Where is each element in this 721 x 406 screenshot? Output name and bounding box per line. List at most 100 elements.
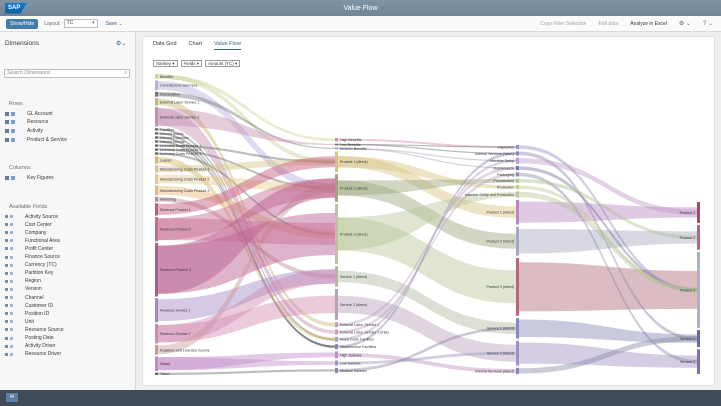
available-field[interactable]: Activity Source	[5, 213, 58, 220]
field-label: Currency (TC)	[25, 262, 57, 269]
layout-select[interactable]: TC	[63, 19, 98, 28]
field-type-icon	[5, 223, 8, 227]
field-label: GL Account	[27, 110, 53, 117]
chat-icon[interactable]: ✉	[6, 393, 18, 402]
row-field[interactable]: Resource	[5, 119, 48, 126]
field-drag-icon[interactable]	[10, 255, 13, 259]
chart-type-select[interactable]: Sankey ▾	[153, 60, 178, 67]
available-field[interactable]: Unit	[5, 318, 34, 325]
sankey-link	[158, 132, 335, 348]
field-drag-icon[interactable]	[10, 279, 13, 283]
field-drag-icon[interactable]	[10, 320, 13, 324]
sankey-node	[516, 226, 519, 256]
sankey-link	[519, 166, 697, 292]
sankey-node-label: Production	[497, 186, 514, 190]
available-field[interactable]: Finance Source	[5, 254, 60, 261]
sankey-link	[519, 201, 697, 223]
available-field[interactable]: Posting Date	[5, 335, 54, 342]
row-field[interactable]: Product & Service	[5, 136, 67, 143]
field-drag-icon[interactable]	[11, 128, 15, 133]
field-drag-icon[interactable]	[10, 231, 13, 235]
tab-value-flow[interactable]: Value Flow	[214, 41, 241, 50]
sankey-node-label: Benefits	[160, 75, 173, 79]
field-drag-icon[interactable]	[10, 344, 13, 348]
field-label: Unit	[25, 318, 34, 325]
show-hide-button[interactable]: Show/Hide	[6, 18, 39, 29]
available-field[interactable]: Customer ID	[5, 302, 53, 309]
available-field[interactable]: Channel	[5, 294, 44, 301]
search-dimensions-input[interactable]: Search Dimensions ⌕	[4, 69, 130, 78]
sankey-link	[158, 74, 335, 141]
field-drag-icon[interactable]	[10, 247, 13, 251]
sankey-node-label: External Labor Service 2 (Flat)	[340, 330, 389, 334]
sankey-node-label: Product 3 (direct)	[486, 285, 514, 289]
measure-select[interactable]: Amount (TC) ▾	[205, 60, 241, 67]
field-drag-icon[interactable]	[10, 215, 13, 218]
available-field[interactable]: Partition Key	[5, 270, 53, 277]
save-button[interactable]: Save ⌄	[105, 20, 123, 27]
available-field[interactable]: Resource Driver	[5, 351, 61, 358]
edit-data-button[interactable]: Edit data	[598, 20, 619, 27]
fields-select[interactable]: Fields ▾	[180, 60, 203, 67]
sankey-node	[516, 367, 519, 374]
sankey-node	[335, 147, 338, 150]
sankey-link	[338, 192, 516, 251]
copy-filter-selection-button[interactable]: Copy Filter Selection	[540, 20, 587, 27]
available-field[interactable]: Resource Source	[5, 326, 64, 333]
field-drag-icon[interactable]	[10, 304, 13, 308]
sankey-link	[338, 147, 516, 169]
available-field[interactable]: Position ID	[5, 310, 49, 317]
help-icon[interactable]: ? ⌄	[702, 21, 713, 27]
tab-chart[interactable]: Chart	[188, 41, 202, 47]
field-drag-icon[interactable]	[10, 239, 13, 243]
field-drag-icon[interactable]	[10, 271, 13, 275]
sankey-node	[155, 98, 158, 106]
sankey-node-label: Interest Expenses	[160, 136, 189, 140]
sankey-link	[338, 352, 516, 373]
field-drag-icon[interactable]	[11, 175, 15, 180]
analyze-in-excel-button[interactable]: Analyze in Excel	[630, 20, 667, 27]
tab-data-grid[interactable]: Data Grid	[153, 41, 177, 47]
sankey-node	[155, 107, 158, 127]
sankey-link	[158, 352, 335, 371]
available-field[interactable]: Profit Center	[5, 245, 53, 252]
sankey-node-label: Revenue Service 1	[160, 309, 190, 313]
sankey-node	[155, 345, 158, 355]
field-drag-icon[interactable]	[10, 336, 13, 340]
field-drag-icon[interactable]	[10, 287, 13, 291]
field-label: Channel	[25, 294, 44, 301]
field-drag-icon[interactable]	[10, 223, 13, 227]
available-field[interactable]: Version	[5, 286, 42, 293]
available-field[interactable]: Functional Area	[5, 237, 60, 244]
available-field[interactable]: Company	[5, 229, 46, 236]
available-field[interactable]: Cost Center	[5, 221, 52, 228]
available-field[interactable]: Activity Driver	[5, 343, 56, 350]
field-drag-icon[interactable]	[11, 111, 15, 116]
field-type-icon	[5, 239, 8, 243]
field-drag-icon[interactable]	[10, 296, 13, 299]
sankey-node-label: Medium Benefits	[340, 147, 367, 151]
sankey-link	[158, 108, 335, 146]
field-drag-icon[interactable]	[10, 263, 13, 267]
field-drag-icon[interactable]	[10, 312, 13, 316]
gear-icon[interactable]: ⚙ ⌄	[678, 21, 691, 27]
sankey-link	[338, 143, 516, 148]
sankey-node-label: Product 2	[680, 236, 695, 240]
sankey-link	[519, 228, 697, 254]
row-field[interactable]: Activity	[5, 127, 43, 134]
row-field[interactable]: GL Account	[5, 110, 53, 117]
field-drag-icon[interactable]	[11, 120, 15, 125]
search-icon[interactable]: ⌕	[124, 70, 127, 76]
panel-settings-icon[interactable]: ⚙⌄	[116, 41, 127, 47]
available-field[interactable]: Currency (TC)	[5, 262, 57, 269]
sankey-link	[338, 295, 516, 362]
app-title: Value Flow	[343, 4, 378, 12]
field-drag-icon[interactable]	[10, 352, 13, 356]
available-field[interactable]: Region	[5, 278, 41, 285]
field-drag-icon[interactable]	[11, 137, 15, 142]
field-drag-icon[interactable]	[10, 328, 13, 332]
column-field[interactable]: Key Figures	[5, 174, 54, 181]
sap-logo[interactable]: SAP	[5, 2, 27, 14]
sankey-node-label: Revenue Product 1	[160, 208, 191, 212]
sankey-node-label: Product 3	[680, 288, 695, 292]
